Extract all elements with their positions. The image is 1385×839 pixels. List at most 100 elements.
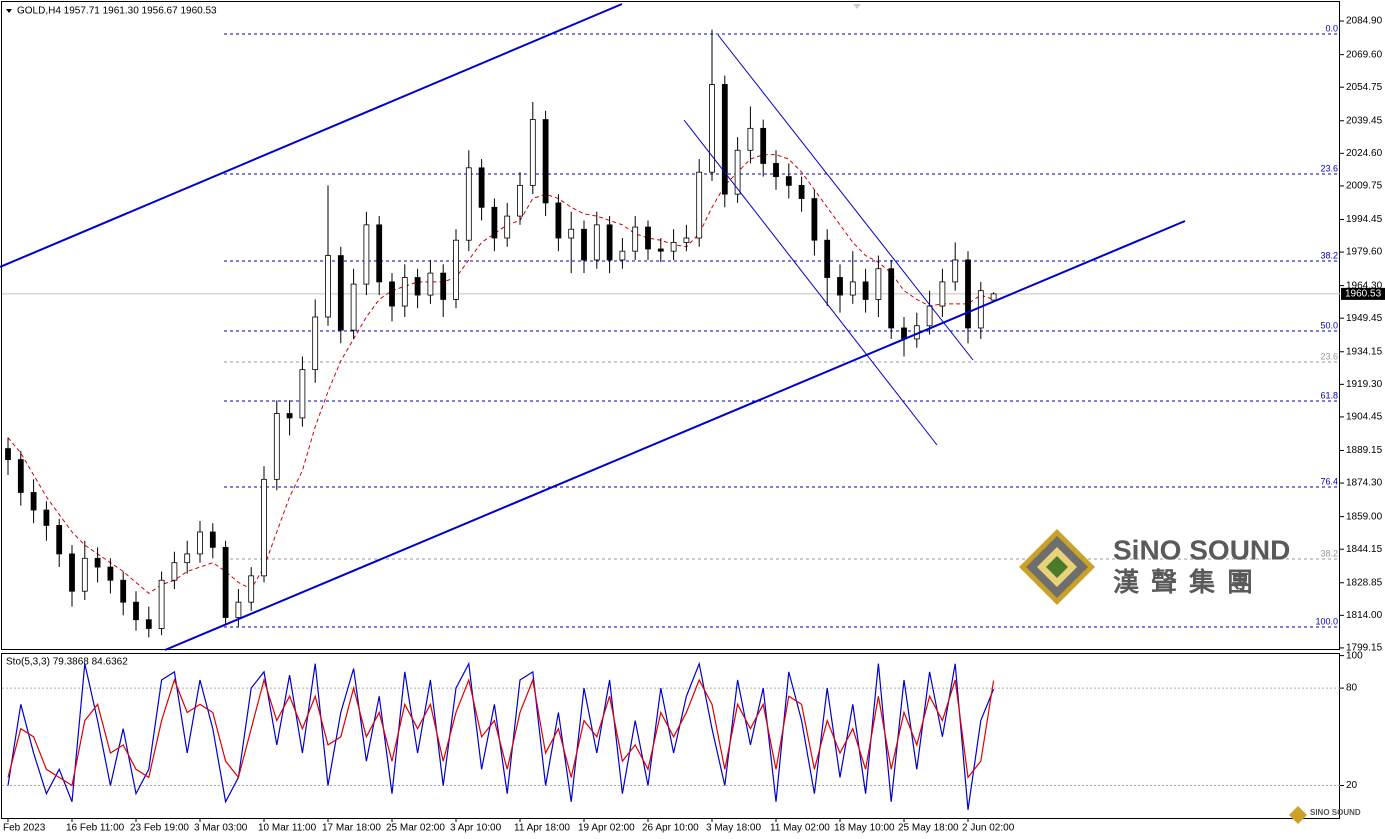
x-tick-label: 25 May 18:00 bbox=[898, 823, 959, 834]
candle-body bbox=[517, 184, 523, 217]
logo: SiNO SOUND 漢聲集團 SINO SOUND bbox=[1019, 529, 1361, 824]
candle-body bbox=[158, 579, 165, 629]
y-tick-label: 2069.60 bbox=[1346, 49, 1383, 60]
candle-body bbox=[888, 268, 895, 329]
y-tick-label: 1949.45 bbox=[1346, 313, 1383, 324]
fib-label: 76.4 bbox=[1320, 476, 1338, 486]
small-logo-text: SINO SOUND bbox=[1310, 808, 1361, 817]
y-tick-label: 1889.15 bbox=[1346, 445, 1383, 456]
down-channel-upper bbox=[717, 34, 974, 361]
candle-body bbox=[478, 167, 485, 208]
candle-body bbox=[120, 579, 127, 603]
candle-body bbox=[952, 259, 959, 283]
candle-body bbox=[81, 557, 88, 592]
candle-body bbox=[542, 119, 549, 204]
candle-body bbox=[760, 127, 767, 164]
x-tick-label: 3 May 18:00 bbox=[706, 823, 761, 834]
candle-body bbox=[43, 509, 50, 526]
candle-body bbox=[427, 272, 434, 296]
channel-lower bbox=[164, 220, 1186, 651]
shift-marker bbox=[853, 4, 861, 9]
y-tick-label: 1799.15 bbox=[1346, 643, 1383, 654]
x-tick-label: 25 Mar 02:00 bbox=[386, 823, 445, 834]
candle-body bbox=[465, 167, 472, 241]
candle-body bbox=[235, 601, 242, 618]
candle-body bbox=[69, 553, 75, 592]
x-tick-label: 11 May 02:00 bbox=[770, 823, 830, 834]
x-tick-label: 3 Mar 03:00 bbox=[194, 823, 248, 834]
candle-body bbox=[977, 290, 984, 329]
y-tick-label: 2009.75 bbox=[1346, 181, 1383, 192]
candle-body bbox=[491, 206, 498, 239]
stoch-panel bbox=[1, 653, 1340, 819]
candle-body bbox=[299, 369, 306, 419]
fib-label: 23.6 bbox=[1320, 163, 1338, 173]
logo-chinese: 漢聲集團 bbox=[1113, 567, 1265, 597]
x-tick-label: 10 Mar 11:00 bbox=[258, 823, 317, 834]
x-tick-label: 17 Mar 18:00 bbox=[322, 823, 381, 834]
candle-body bbox=[619, 250, 626, 261]
candle-body bbox=[337, 255, 344, 331]
candle-body bbox=[901, 327, 907, 340]
channel-upper bbox=[0, 3, 623, 268]
candle-body bbox=[171, 562, 178, 581]
y-tick-label: 2054.75 bbox=[1346, 82, 1383, 93]
y-tick-label: 1828.85 bbox=[1346, 577, 1383, 588]
y-tick-label: 1904.45 bbox=[1346, 412, 1383, 423]
candle-body bbox=[209, 531, 216, 548]
y-tick-label: 1964.30 bbox=[1346, 280, 1383, 291]
candle-body bbox=[133, 601, 139, 621]
stoch-line bbox=[7, 677, 995, 787]
candle-body bbox=[401, 277, 408, 307]
fib-label: 61.8 bbox=[1320, 390, 1338, 400]
y-tick-label: 1814.00 bbox=[1346, 610, 1383, 621]
candle-body bbox=[273, 413, 280, 480]
candle-body bbox=[222, 546, 229, 618]
candle-body bbox=[709, 84, 715, 173]
x-tick-label: 11 Apr 18:00 bbox=[514, 823, 570, 834]
candle-body bbox=[849, 281, 856, 296]
candle-body bbox=[389, 281, 395, 307]
y-tick-label: 1874.30 bbox=[1346, 478, 1383, 489]
symbol-header: GOLD,H4 1957.71 1961.30 1956.67 1960.53 bbox=[17, 6, 217, 17]
candle-body bbox=[645, 226, 651, 250]
candle-body bbox=[107, 566, 114, 581]
candle-body bbox=[773, 163, 779, 177]
candle-body bbox=[696, 171, 703, 239]
x-tick-label: 3 Apr 10:00 bbox=[450, 823, 502, 834]
candle-body bbox=[440, 272, 447, 300]
fib-label: 50.0 bbox=[1320, 320, 1338, 330]
y-tick-label: 20 bbox=[1346, 780, 1358, 791]
candle-body bbox=[734, 149, 741, 195]
candle-body bbox=[350, 283, 357, 331]
y-tick-label: 100 bbox=[1346, 650, 1363, 661]
down-channel-lower bbox=[683, 119, 938, 446]
y-tick-label: 1979.60 bbox=[1346, 247, 1383, 258]
candle-body bbox=[593, 224, 600, 261]
x-tick-label: Feb 2023 bbox=[3, 823, 46, 834]
candle-body bbox=[965, 259, 971, 329]
candle-body bbox=[17, 459, 24, 493]
x-tick-label: 19 Apr 02:00 bbox=[578, 823, 635, 834]
candle-body bbox=[670, 242, 677, 252]
x-tick-label: 18 May 10:00 bbox=[834, 823, 895, 834]
candle-body bbox=[453, 239, 459, 300]
fib-label: 38.2 bbox=[1320, 548, 1338, 558]
fib-label: 23.6 bbox=[1320, 351, 1338, 361]
moving-average bbox=[7, 154, 994, 595]
candle-body bbox=[363, 224, 370, 285]
candle-body bbox=[325, 255, 331, 318]
y-tick-label: 2084.90 bbox=[1346, 16, 1383, 27]
main-panel bbox=[1, 1, 1340, 650]
candle-body bbox=[94, 557, 101, 568]
menu-arrow[interactable] bbox=[6, 9, 12, 13]
fib-label: 38.2 bbox=[1320, 250, 1338, 260]
candle-body bbox=[875, 268, 882, 300]
candle-body bbox=[197, 531, 203, 555]
logo-diamond-core bbox=[1046, 556, 1068, 578]
x-tick-label: 23 Feb 19:00 bbox=[130, 823, 189, 834]
fib-label: 100.0 bbox=[1315, 616, 1338, 626]
candle-body bbox=[606, 224, 613, 261]
